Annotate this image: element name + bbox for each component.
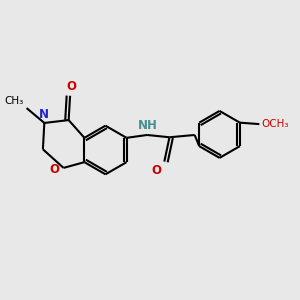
Text: O: O: [152, 164, 161, 178]
Text: OCH₃: OCH₃: [262, 119, 289, 129]
Text: CH₃: CH₃: [4, 96, 24, 106]
Text: O: O: [49, 163, 59, 176]
Text: NH: NH: [138, 118, 158, 131]
Text: O: O: [67, 80, 76, 94]
Text: N: N: [39, 108, 49, 121]
